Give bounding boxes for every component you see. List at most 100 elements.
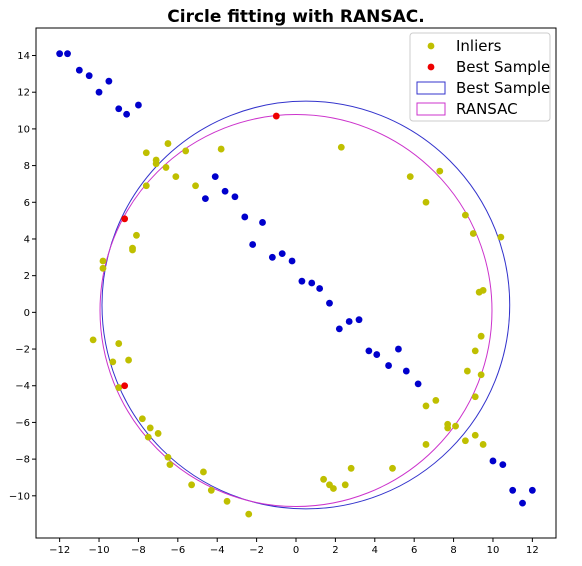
outlier-point [499,461,507,469]
outlier-point [345,318,353,325]
inlier-point [154,430,162,437]
inlier-point [479,286,487,294]
inlier-point [320,475,327,483]
inlier-point [477,332,485,340]
inlier-point [432,397,440,404]
legend: Inliers Best Sample Best Sample RANSAC [409,32,551,122]
legend-best-sample-points-label: Best Sample [456,58,550,76]
inlier-point [471,431,479,439]
y-tick-label: −2 [15,345,30,356]
axes: −12 −10 −8 −6 −4 −2 0 2 4 6 8 10 12 −10 −8 −6 −4 −2 0 2 4 6 8 1… [9,27,557,556]
y-tick-label: −10 [9,491,30,502]
legend-inliers-label: Inliers [456,37,502,55]
outlier-point [414,380,422,388]
outlier-point [519,499,526,507]
outlier-point [298,277,306,285]
outlier-point [95,88,103,96]
outlier-point [355,316,363,324]
y-tick-label: 4 [24,234,30,245]
inlier-point [188,481,196,489]
legend-best-sample-circle-label: Best Sample [456,79,550,97]
inlier-point [207,486,215,494]
x-tick-label: −4 [210,545,225,556]
outlier-point [241,213,249,221]
outlier-point [115,105,123,113]
inlier-point [109,358,117,366]
outlier-point [278,250,286,258]
inlier-point [192,182,199,190]
legend-best-sample-circle-marker [416,81,446,95]
best-sample-point [121,215,129,223]
inlier-point [223,497,231,505]
y-tick-label: 0 [24,308,30,319]
outlier-point [221,187,229,195]
inlier-point [389,464,396,472]
outlier-point [259,219,266,226]
inlier-point [162,164,170,171]
inlier-point [99,264,107,272]
y-tick-label: −4 [15,381,30,392]
inlier-point [182,147,190,155]
inlier-point [422,198,430,206]
plot-area [56,50,536,518]
inlier-point [471,393,479,401]
inlier-point [341,481,349,489]
inlier-point [337,143,345,151]
inlier-point [497,233,505,241]
y-tick-label: 6 [24,198,30,209]
ransac-circle [99,114,493,508]
inlier-point [99,257,107,265]
legend-best-sample-points-marker [427,63,435,71]
x-tick-label: −10 [88,545,109,556]
inlier-point [452,422,459,430]
inlier-point [133,231,140,239]
inlier-point [115,384,123,391]
outlier-point [75,66,83,74]
x-tick-label: −12 [49,545,70,556]
outlier-point [231,193,239,201]
inlier-point [461,211,469,219]
best-sample-point [121,382,129,390]
outlier-point [395,345,402,353]
x-tick-label: 8 [450,545,456,556]
outlier-point [56,50,64,58]
inlier-point [436,167,444,175]
outlier-point [308,279,316,287]
outlier-point [509,486,517,494]
inlier-point [245,510,253,518]
outlier-point [528,486,536,494]
inlier-point [444,424,452,432]
y-tick-label: 14 [17,51,30,62]
outlier-point [373,351,381,358]
inlier-point [463,367,471,375]
outlier-point [249,241,257,248]
inlier-point [406,173,414,180]
x-tick-label: −8 [131,545,146,556]
legend-ransac-circle-marker [416,102,446,116]
legend-ransac-circle-label: RANSAC [456,100,518,118]
outlier-point [288,257,296,265]
inlier-point [477,371,485,379]
outlier-point [64,50,71,58]
inlier-point [422,441,430,448]
x-tick-label: 4 [372,545,378,556]
inlier-point [422,402,430,410]
y-tick-label: −8 [15,455,30,466]
inlier-point [200,468,207,476]
x-tick-label: 10 [487,545,500,556]
inlier-point [144,433,152,441]
x-tick-label: 2 [332,545,338,556]
legend-box [409,32,551,122]
x-tick-label: 12 [526,545,539,556]
y-tick-label: −6 [15,418,30,429]
outlier-point [201,195,209,203]
outlier-point [326,299,333,307]
inlier-point [479,441,487,448]
inlier-point [146,424,154,432]
inlier-point [152,160,160,168]
inlier-point [138,415,146,423]
y-tick-label: 2 [24,271,30,282]
outlier-point [135,101,142,109]
inlier-point [164,140,172,147]
